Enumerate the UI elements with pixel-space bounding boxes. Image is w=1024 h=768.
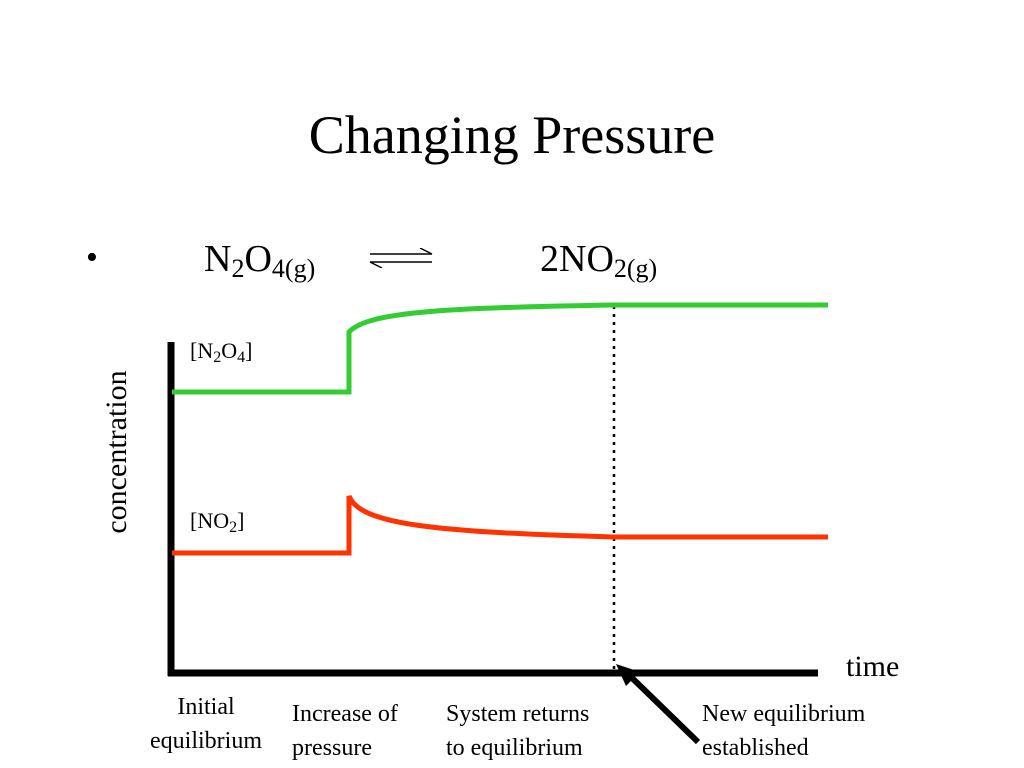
pointer-arrow-line xyxy=(627,673,701,745)
n2o4-series-label: [N2O4] xyxy=(190,338,253,366)
product-formula: 2NO2(g) xyxy=(540,238,658,283)
annotation-system-returns: System returns to equilibrium xyxy=(446,701,590,761)
annotation-increase-pressure: Increase of pressure xyxy=(292,701,398,761)
n2o4-curve xyxy=(172,302,828,395)
no2-curve xyxy=(172,494,828,556)
bullet-marker: • xyxy=(86,239,98,276)
no2-series-label: [NO2] xyxy=(190,508,245,536)
annotation-new-equilibrium: New equilibrium established xyxy=(702,701,866,761)
annotation-initial-equilibrium: Initial equilibrium xyxy=(150,694,262,754)
equilibrium-arrow-icon xyxy=(369,248,433,268)
y-axis-label: concentration xyxy=(100,370,133,534)
slide-title: Changing Pressure xyxy=(308,105,716,165)
x-axis-label: time xyxy=(846,650,900,683)
reactant-formula: N2O4(g) xyxy=(204,238,316,283)
pointer-arrow-head xyxy=(616,664,640,686)
